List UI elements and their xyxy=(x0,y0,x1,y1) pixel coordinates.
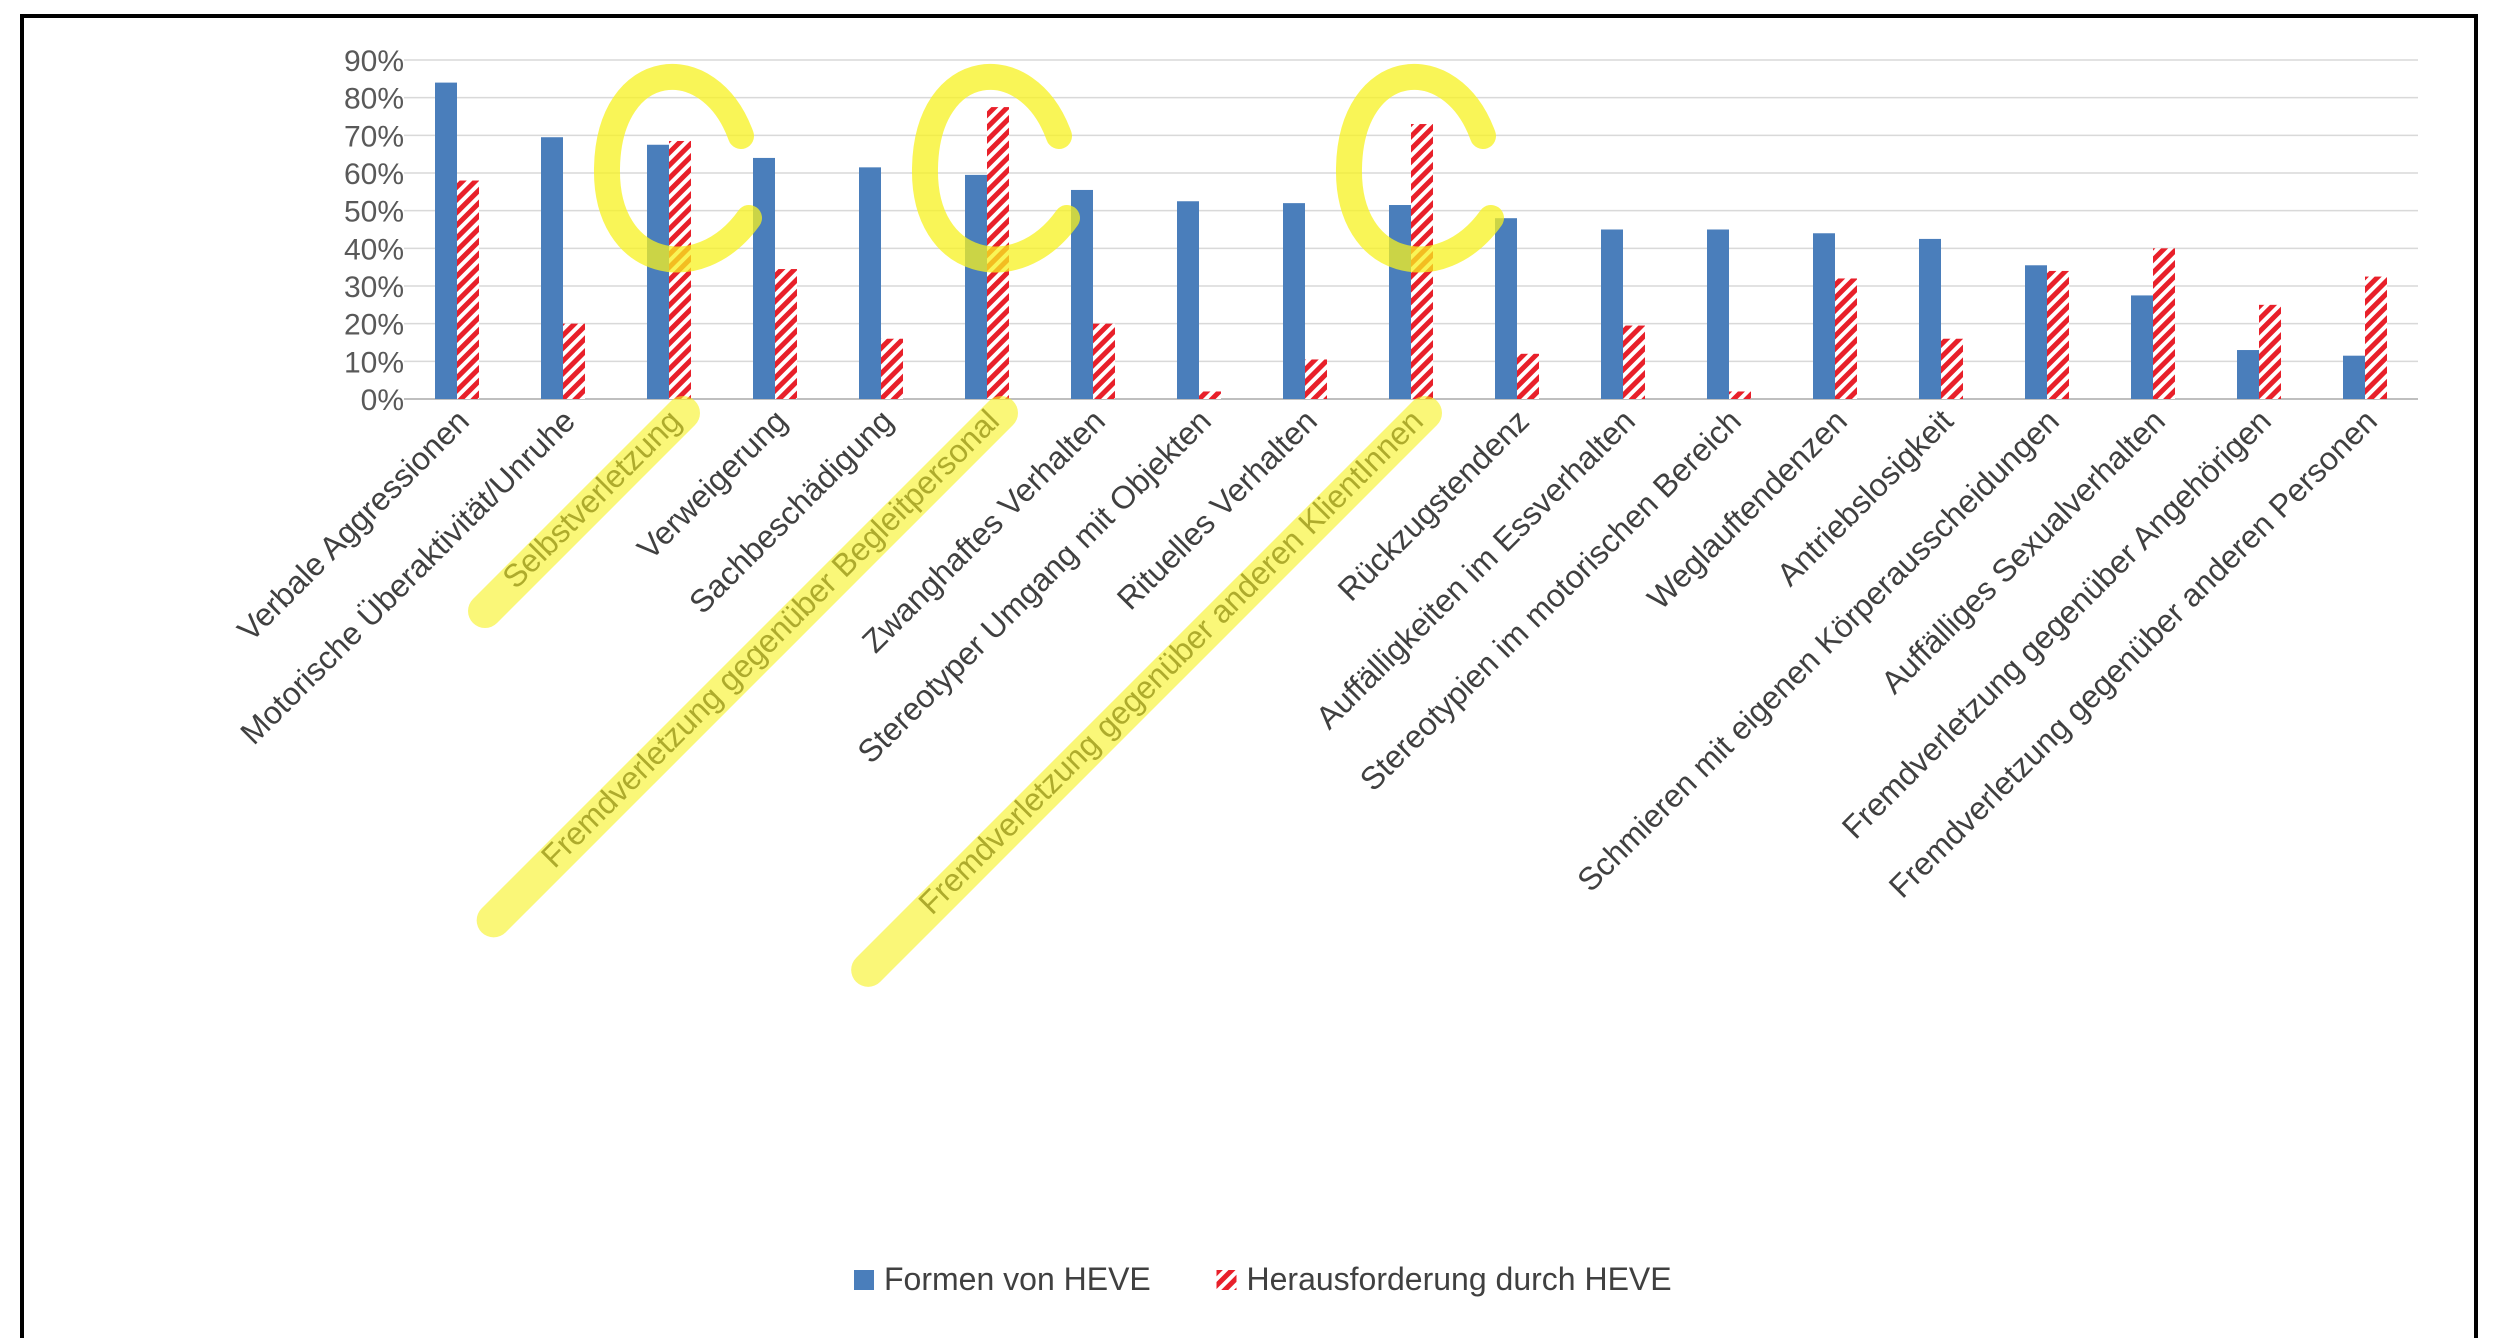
bar-formen xyxy=(1495,218,1517,399)
highlighter-label-mark xyxy=(468,396,700,628)
category-label: Stereotypien im motorischen Bereich xyxy=(1353,402,1748,797)
y-tick-label: 60% xyxy=(344,158,404,191)
bar-herausforderung xyxy=(881,338,903,399)
y-tick-label: 40% xyxy=(344,233,404,266)
bar-herausforderung xyxy=(1835,278,1857,399)
y-tick-label: 10% xyxy=(344,346,404,379)
bar-herausforderung xyxy=(2259,304,2281,399)
bar-herausforderung xyxy=(563,323,585,399)
bar-herausforderung xyxy=(2365,276,2387,399)
bar-herausforderung xyxy=(1517,353,1539,399)
bar-formen xyxy=(647,144,669,399)
y-tick-label: 70% xyxy=(344,120,404,153)
category-label: Antriebslosigkeit xyxy=(1770,402,1960,592)
category-label: Rituelles Verhalten xyxy=(1110,402,1324,616)
category-label: Sachbeschädigung xyxy=(682,402,900,620)
bar-formen xyxy=(965,174,987,399)
bar-herausforderung xyxy=(1093,323,1115,399)
bar-formen xyxy=(435,82,457,399)
bar-herausforderung xyxy=(1941,338,1963,399)
bar-formen xyxy=(1707,229,1729,399)
bar-formen xyxy=(1601,229,1623,399)
highlighter-arc-mark xyxy=(593,63,762,273)
bar-formen xyxy=(2025,265,2047,399)
bar-formen xyxy=(1283,203,1305,399)
y-tick-label: 20% xyxy=(344,309,404,342)
highlighter-arc-mark xyxy=(911,63,1080,273)
y-tick-label: 30% xyxy=(344,271,404,304)
bar-chart: 0%10%20%30%40%50%60%70%80%90%Verbale Agg… xyxy=(230,45,2418,1297)
bar-formen xyxy=(541,137,563,399)
highlighter-label-mark xyxy=(851,396,1442,987)
bar-formen xyxy=(1177,201,1199,399)
legend-swatch xyxy=(1216,1270,1237,1290)
bar-herausforderung xyxy=(1729,391,1751,399)
bar-herausforderung xyxy=(1305,359,1327,399)
bar-formen xyxy=(2131,295,2153,399)
bar-formen xyxy=(2343,355,2365,399)
category-label: Schmieren mit eigenen Körperausscheidung… xyxy=(1570,402,2066,898)
bar-formen xyxy=(753,157,775,399)
bar-herausforderung xyxy=(457,180,479,399)
bar-formen xyxy=(1919,238,1941,399)
y-tick-label: 50% xyxy=(344,196,404,229)
bar-formen xyxy=(1389,205,1411,399)
bar-herausforderung xyxy=(1623,325,1645,399)
bar-herausforderung xyxy=(2153,248,2175,399)
bar-formen xyxy=(2237,350,2259,399)
category-label: Weglauftendenzen xyxy=(1640,402,1854,616)
bar-formen xyxy=(859,167,881,399)
bar-herausforderung xyxy=(775,269,797,399)
legend-swatch xyxy=(854,1270,874,1290)
highlighter-arc-mark xyxy=(1335,63,1504,273)
bar-formen xyxy=(1813,233,1835,399)
category-label: Rückzugstendenz xyxy=(1331,402,1536,607)
bar-formen xyxy=(1071,189,1093,399)
bar-herausforderung xyxy=(1199,391,1221,399)
y-tick-label: 80% xyxy=(344,83,404,116)
legend-label: Formen von HEVE xyxy=(884,1261,1151,1297)
y-tick-label: 0% xyxy=(361,384,404,417)
legend-label: Herausforderung durch HEVE xyxy=(1247,1261,1672,1297)
y-tick-label: 90% xyxy=(344,45,404,78)
category-label: Fremdverletzung gegenüber anderen Person… xyxy=(1882,402,2384,904)
bar-herausforderung xyxy=(2047,270,2069,399)
highlighter-label-mark xyxy=(476,396,1018,938)
chart-frame: 0% 10% 20% 30% 40% 50% 60% 70% 80% 90% Verbale Agg… xyxy=(20,14,2478,1338)
